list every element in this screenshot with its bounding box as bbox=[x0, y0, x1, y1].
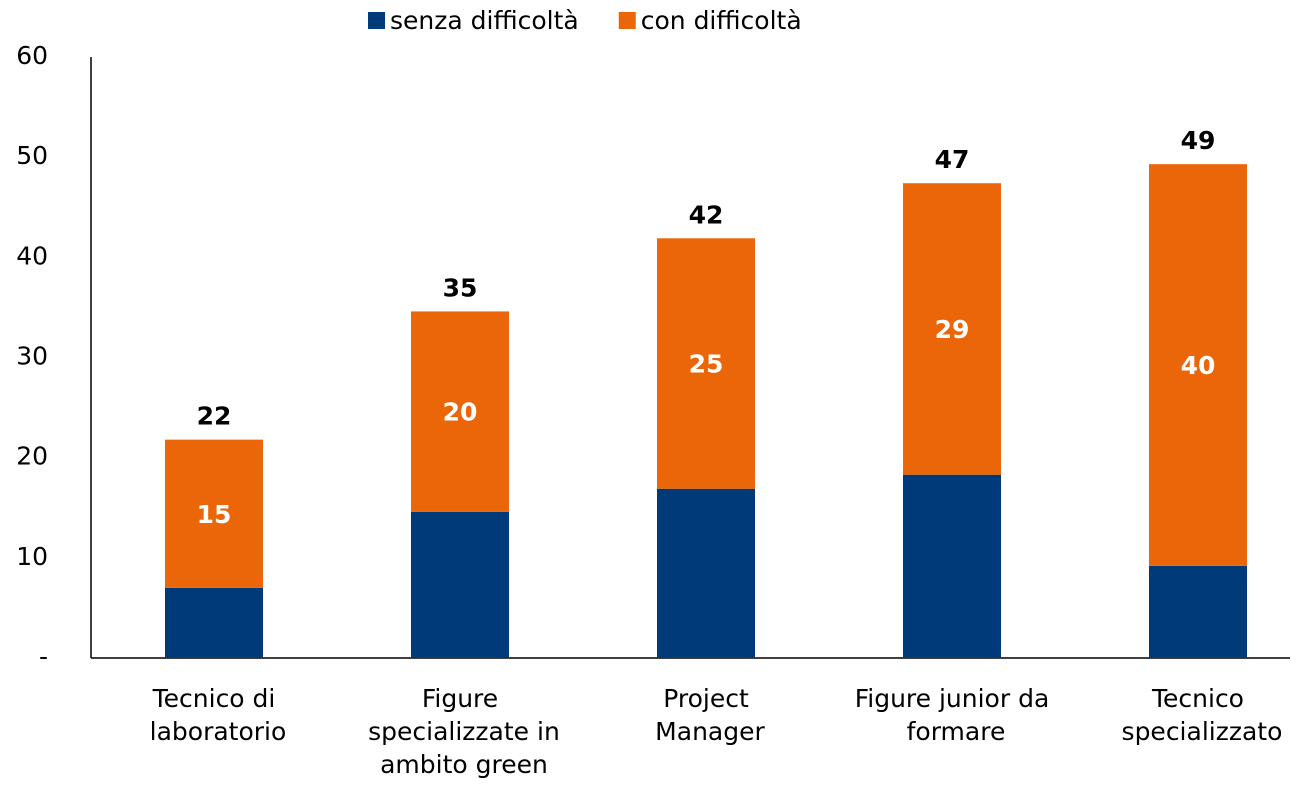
total-label: 49 bbox=[1181, 126, 1216, 155]
legend-swatch bbox=[618, 12, 636, 29]
y-tick-label: 60 bbox=[16, 41, 48, 70]
y-tick-label: 50 bbox=[16, 141, 48, 170]
bar-segment bbox=[1149, 565, 1247, 658]
x-tick-label: Figure specializzate in ambito green bbox=[360, 684, 560, 779]
y-tick-label: 40 bbox=[16, 241, 48, 270]
total-label: 35 bbox=[443, 273, 478, 302]
bar-segment bbox=[411, 511, 509, 658]
data-label: 29 bbox=[935, 315, 970, 344]
bar-segment bbox=[165, 439, 263, 588]
x-tick-label: Tecnico di laboratorio bbox=[142, 684, 287, 746]
data-label: 20 bbox=[443, 398, 478, 427]
bar-segment bbox=[657, 488, 755, 658]
bar-segment bbox=[903, 474, 1001, 658]
y-tick-label: 20 bbox=[16, 442, 48, 471]
data-label: 15 bbox=[197, 500, 232, 529]
x-tick-label: Figure junior da formare bbox=[855, 684, 1050, 746]
total-label: 42 bbox=[689, 200, 724, 229]
legend-label: con difficoltà bbox=[641, 6, 802, 35]
bar-segment bbox=[1149, 164, 1247, 566]
data-label: 25 bbox=[689, 350, 724, 379]
bar-segment bbox=[657, 238, 755, 489]
y-tick-label: 10 bbox=[16, 542, 48, 571]
x-tick-label: Tecnico specializzato bbox=[1114, 684, 1283, 746]
data-label: 40 bbox=[1181, 351, 1216, 380]
legend-swatch bbox=[368, 12, 385, 29]
y-tick-label: 30 bbox=[16, 342, 48, 371]
legend-label: senza difficoltà bbox=[390, 6, 579, 35]
total-label: 47 bbox=[935, 145, 970, 174]
y-tick-label: - bbox=[39, 642, 48, 671]
bar-segment bbox=[411, 311, 509, 512]
x-tick-label: Project Manager bbox=[647, 684, 765, 746]
bar-segment bbox=[903, 183, 1001, 475]
total-label: 22 bbox=[197, 402, 232, 431]
bar-segment bbox=[165, 587, 263, 658]
